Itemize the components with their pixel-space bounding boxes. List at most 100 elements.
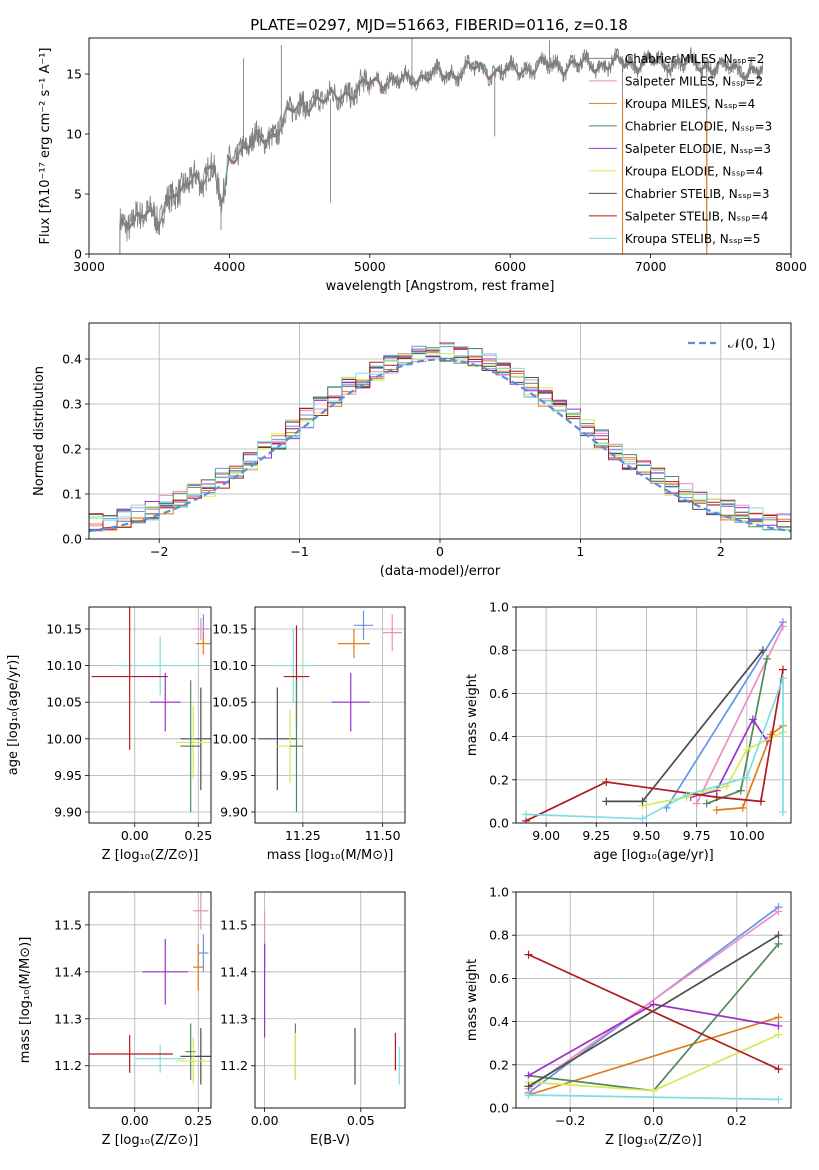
normal-curve: [89, 358, 791, 533]
weight-marker: [736, 786, 745, 795]
legend-entry: Salpeter STELIB, Nₛₛₚ=4: [625, 209, 769, 223]
chart-weight-vs-age: 9.00 9.25 9.50 9.75 10.00 0.0 0.2 0.4 0.6 0.8 1.0 a…: [465, 600, 792, 863]
weight-marker: [778, 808, 787, 817]
weight-marker: [748, 715, 757, 724]
y-tick-label: 11.5: [54, 917, 82, 932]
x-tick-label: 8000: [775, 259, 807, 274]
y-tick-label: 9.95: [220, 768, 248, 783]
plot-area: [524, 903, 783, 1104]
y-tick-label: 0.0: [489, 816, 509, 831]
x-tick-label: 0: [436, 544, 444, 559]
y-tick-label: 9.95: [54, 768, 82, 783]
weight-marker: [602, 777, 611, 786]
legend-entry: Chabrier STELIB, Nₛₛₚ=3: [625, 187, 770, 201]
y-tick-label: 0.2: [489, 1057, 509, 1072]
weight-marker: [649, 1086, 658, 1095]
errorbar-point: [274, 628, 313, 703]
weight-marker: [712, 793, 721, 802]
x-tick-label: 0.2: [727, 1113, 747, 1128]
weight-series: [522, 674, 787, 823]
y-tick-label: 5: [74, 187, 82, 202]
errorbar-point: [193, 617, 209, 640]
y-tick-label: 0: [74, 247, 82, 262]
x-tick-label: 9.25: [582, 828, 610, 843]
data-spectrum-line: [119, 47, 763, 242]
legend: Chabrier MILES, Nₛₛₚ=2 Salpeter MILES, Nₛ…: [588, 52, 772, 246]
y-tick-label: 10.00: [212, 731, 248, 746]
x-tick-label: −1: [290, 544, 308, 559]
x-tick-label: 0.00: [121, 828, 149, 843]
y-tick-label: 0.4: [489, 1014, 509, 1029]
y-tick-label: 0.2: [62, 442, 82, 457]
y-tick-label: 1.0: [489, 600, 509, 615]
legend-entry: Kroupa ELODIE, Nₛₛₚ=4: [625, 164, 763, 178]
x-tick-label: 0.00: [251, 1113, 279, 1128]
weight-line: [716, 725, 784, 811]
x-tick-label: 5000: [354, 259, 386, 274]
y-tick-label: 1.0: [489, 885, 509, 900]
legend-entry: Kroupa MILES, Nₛₛₚ=4: [625, 97, 755, 111]
weight-line: [525, 678, 784, 820]
errorbar-point: [134, 1044, 186, 1073]
chart-age-vs-mass: 11.25 11.50 9.90 9.95 10.00 10.05 10.10 10.15 ma…: [212, 606, 406, 863]
x-axis-label: age [log₁₀(age/yr)]: [593, 848, 714, 863]
y-tick-label: 10.00: [46, 731, 82, 746]
weight-marker: [602, 797, 611, 806]
weight-line: [528, 1094, 779, 1101]
x-tick-label: 9.75: [683, 828, 711, 843]
x-axis-label: Z [log₁₀(Z/Z⊙)]: [102, 1133, 199, 1148]
plot-area: [89, 892, 211, 1085]
y-tick-label: 15: [66, 67, 82, 82]
errorbar-point: [175, 1037, 211, 1085]
weight-series: [524, 950, 783, 1074]
legend-entry: Salpeter MILES, Nₛₛₚ=2: [625, 74, 763, 88]
weight-series: [524, 931, 783, 1091]
weight-line: [528, 910, 779, 1090]
errorbar-point: [198, 934, 209, 972]
x-tick-label: 9.00: [532, 828, 560, 843]
y-tick-label: 0.2: [489, 772, 509, 787]
x-tick-label: 10.00: [729, 828, 765, 843]
y-tick-label: 11.3: [54, 1011, 82, 1026]
x-tick-label: 6000: [494, 259, 526, 274]
weight-series: [522, 665, 787, 823]
weight-marker: [774, 939, 783, 948]
weight-series: [524, 1030, 783, 1095]
legend-entry: Salpeter ELODIE, Nₛₛₚ=3: [625, 142, 771, 156]
errorbar-point: [142, 938, 189, 1005]
weight-line: [706, 658, 768, 805]
weight-series: [686, 715, 771, 802]
figure-title: PLATE=0297, MJD=51663, FIBERID=0116, z=0…: [250, 16, 628, 34]
weight-marker: [778, 665, 787, 674]
x-axis-label: wavelength [Angstrom, rest frame]: [326, 279, 555, 294]
errorbar-point: [89, 1035, 173, 1073]
x-axis-label: E(B-V): [310, 1133, 350, 1148]
weight-marker: [702, 799, 711, 808]
weight-series: [662, 618, 787, 812]
x-tick-label: 2: [717, 544, 725, 559]
y-tick-label: 9.90: [220, 805, 248, 820]
x-tick-label: −2: [150, 544, 168, 559]
errorbar-point: [193, 943, 204, 991]
y-axis-label: mass weight: [465, 674, 480, 756]
errorbar-point: [382, 614, 402, 651]
weight-marker: [778, 622, 787, 631]
plot-area: [91, 607, 211, 813]
weight-line: [528, 1016, 779, 1096]
errorbar-point: [119, 636, 201, 695]
weight-marker: [756, 797, 765, 806]
errorbar-point: [175, 705, 211, 780]
y-tick-label: 0.8: [489, 928, 509, 943]
x-tick-label: 7000: [635, 259, 667, 274]
weight-marker: [524, 1082, 533, 1091]
x-tick-label: 4000: [213, 259, 245, 274]
x-tick-label: 9.50: [633, 828, 661, 843]
y-tick-label: 10: [66, 127, 82, 142]
weight-marker: [638, 814, 647, 823]
legend: 𝒩(0, 1): [688, 337, 775, 352]
weight-series: [524, 1091, 783, 1104]
y-tick-label: 9.90: [54, 805, 82, 820]
errorbar-point: [180, 680, 201, 813]
weight-marker: [774, 931, 783, 940]
x-tick-label: 0.25: [184, 1113, 212, 1128]
